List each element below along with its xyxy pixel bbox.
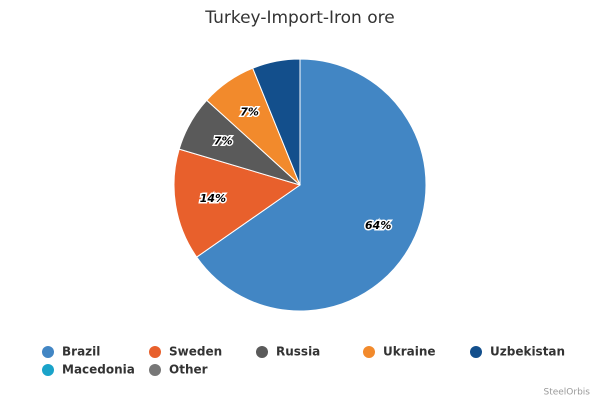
legend-label: Ukraine <box>383 345 436 359</box>
legend-marker <box>470 346 482 358</box>
chart-title: Turkey-Import-Iron ore <box>204 8 394 28</box>
legend-marker <box>363 346 375 358</box>
pie-slice <box>195 58 427 312</box>
legend-marker <box>256 346 268 358</box>
legend-label: Brazil <box>62 345 100 359</box>
data-label: 7% <box>240 106 259 119</box>
legend-label: Macedonia <box>62 363 135 377</box>
legend-label: Sweden <box>169 345 222 359</box>
legend-label: Uzbekistan <box>490 345 565 359</box>
data-label: 64% <box>365 219 391 232</box>
legend-marker <box>42 364 54 376</box>
data-label: 7% <box>214 135 233 148</box>
legend-label: Other <box>169 363 208 377</box>
credit: SteelOrbis <box>543 388 590 398</box>
legend-marker <box>149 346 161 358</box>
data-label: 14% <box>200 192 226 205</box>
legend-marker <box>149 364 161 376</box>
pie-slice <box>252 58 301 186</box>
legend-label: Russia <box>276 345 320 359</box>
legend-marker <box>42 346 54 358</box>
